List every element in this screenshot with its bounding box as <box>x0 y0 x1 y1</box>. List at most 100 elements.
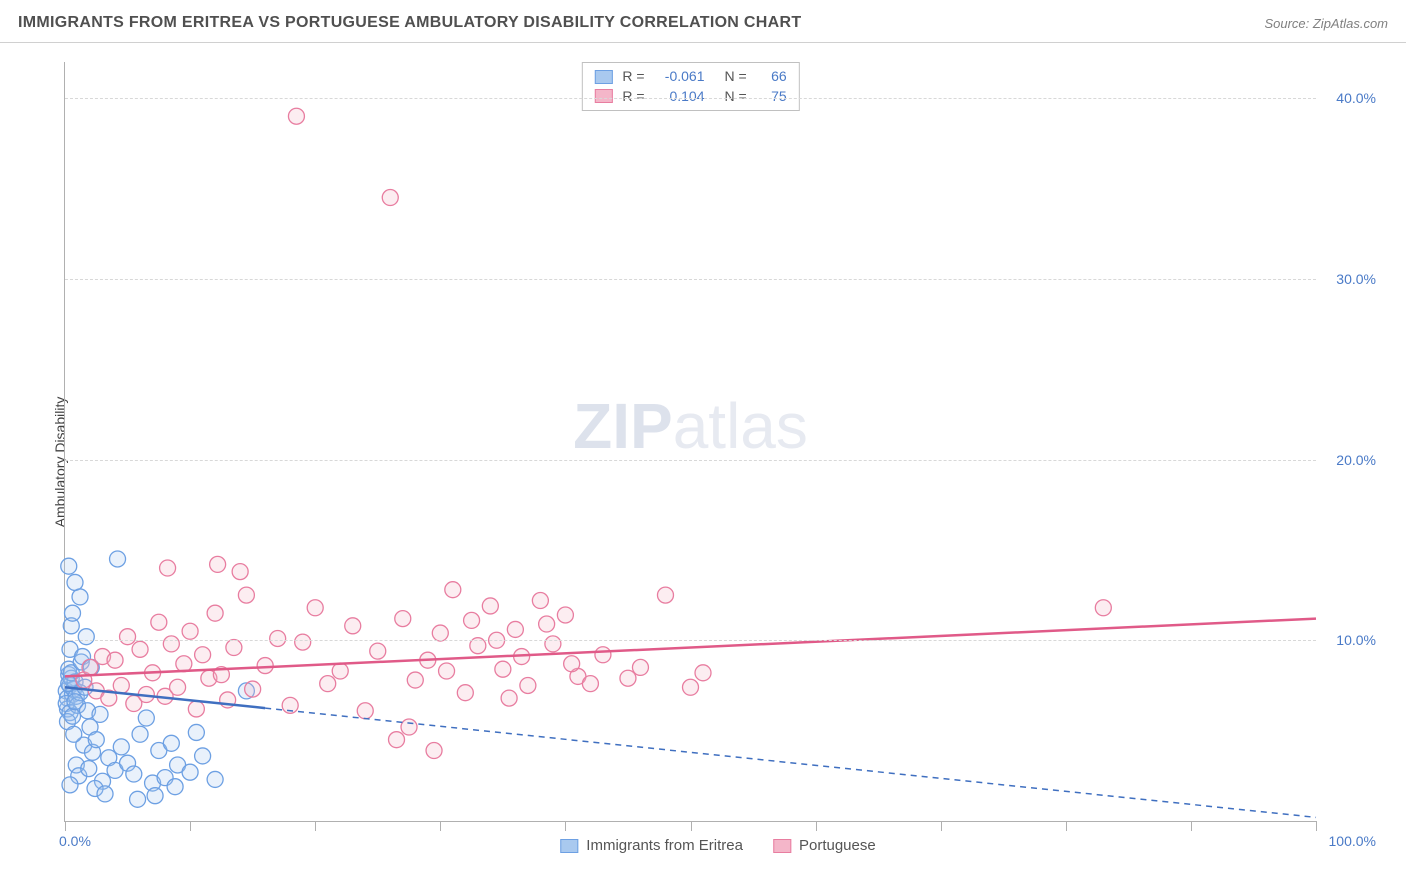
series-legend: Immigrants from Eritrea Portuguese <box>560 837 875 854</box>
x-tick <box>440 821 441 831</box>
data-point <box>464 612 480 628</box>
trend-line-dashed <box>265 708 1316 817</box>
data-point <box>92 706 108 722</box>
data-point <box>160 560 176 576</box>
data-point <box>382 190 398 206</box>
data-point <box>238 587 254 603</box>
data-point <box>582 676 598 692</box>
legend-row: R = -0.061 N = 66 <box>594 67 786 87</box>
data-point <box>170 679 186 695</box>
legend-item: Portuguese <box>773 837 876 854</box>
data-point <box>67 574 83 590</box>
data-point <box>88 732 104 748</box>
legend-series-name: Portuguese <box>799 837 876 854</box>
x-tick <box>565 821 566 831</box>
x-tick <box>65 821 66 831</box>
data-point <box>245 681 261 697</box>
data-point <box>683 679 699 695</box>
legend-n-label: N = <box>725 87 747 107</box>
data-point <box>113 677 129 693</box>
data-point <box>632 659 648 675</box>
x-tick <box>1191 821 1192 831</box>
x-tick <box>941 821 942 831</box>
data-point <box>66 726 82 742</box>
data-point <box>188 701 204 717</box>
plot-region: ZIPatlas R =-0.061N =66R =0.104N =75 10.… <box>64 62 1316 822</box>
data-point <box>151 614 167 630</box>
y-tick-label: 10.0% <box>1336 632 1376 648</box>
y-tick-label: 20.0% <box>1336 452 1376 468</box>
legend-r-label: R = <box>622 67 644 87</box>
data-point <box>620 670 636 686</box>
data-point <box>210 556 226 572</box>
data-point <box>695 665 711 681</box>
data-point <box>147 788 163 804</box>
legend-n-label: N = <box>725 67 747 87</box>
data-point <box>82 659 98 675</box>
data-point <box>97 786 113 802</box>
data-point <box>207 771 223 787</box>
data-point <box>370 643 386 659</box>
data-point <box>288 108 304 124</box>
legend-n-value: 75 <box>757 87 787 107</box>
legend-r-label: R = <box>622 87 644 107</box>
data-point <box>62 777 78 793</box>
data-point <box>207 605 223 621</box>
data-point <box>389 732 405 748</box>
chart-area: Ambulatory Disability ZIPatlas R =-0.061… <box>50 62 1386 862</box>
data-point <box>163 735 179 751</box>
data-point <box>407 672 423 688</box>
data-point <box>226 640 242 656</box>
legend-r-value: -0.061 <box>655 67 705 87</box>
data-point <box>72 589 88 605</box>
data-point <box>395 611 411 627</box>
trend-line <box>65 619 1316 677</box>
gridline-h <box>65 98 1316 99</box>
legend-swatch <box>560 839 578 853</box>
data-point <box>132 726 148 742</box>
data-point <box>65 605 81 621</box>
data-point <box>345 618 361 634</box>
data-point <box>539 616 555 632</box>
data-point <box>439 663 455 679</box>
data-point <box>65 708 81 724</box>
data-point <box>595 647 611 663</box>
data-point <box>195 647 211 663</box>
chart-title: IMMIGRANTS FROM ERITREA VS PORTUGUESE AM… <box>18 14 801 32</box>
x-tick <box>1066 821 1067 831</box>
legend-series-name: Immigrants from Eritrea <box>586 837 743 854</box>
x-tick <box>315 821 316 831</box>
y-tick-label: 30.0% <box>1336 271 1376 287</box>
data-point <box>401 719 417 735</box>
data-point <box>520 677 536 693</box>
data-point <box>232 564 248 580</box>
legend-n-value: 66 <box>757 67 787 87</box>
data-point <box>126 766 142 782</box>
data-point <box>107 652 123 668</box>
data-point <box>138 710 154 726</box>
data-point <box>507 621 523 637</box>
data-point <box>113 739 129 755</box>
data-point <box>78 629 94 645</box>
gridline-h <box>65 279 1316 280</box>
data-point <box>532 593 548 609</box>
data-point <box>457 685 473 701</box>
data-point <box>320 676 336 692</box>
legend-item: Immigrants from Eritrea <box>560 837 743 854</box>
x-tick <box>1316 821 1317 831</box>
y-tick-label: 40.0% <box>1336 90 1376 106</box>
data-point <box>81 761 97 777</box>
data-point <box>307 600 323 616</box>
legend-swatch <box>773 839 791 853</box>
data-point <box>167 779 183 795</box>
data-point <box>482 598 498 614</box>
data-point <box>61 558 77 574</box>
data-point <box>257 658 273 674</box>
data-point <box>270 630 286 646</box>
x-origin-label: 0.0% <box>59 833 91 849</box>
data-point <box>501 690 517 706</box>
data-point <box>130 791 146 807</box>
data-point <box>182 623 198 639</box>
data-point <box>557 607 573 623</box>
data-point <box>564 656 580 672</box>
